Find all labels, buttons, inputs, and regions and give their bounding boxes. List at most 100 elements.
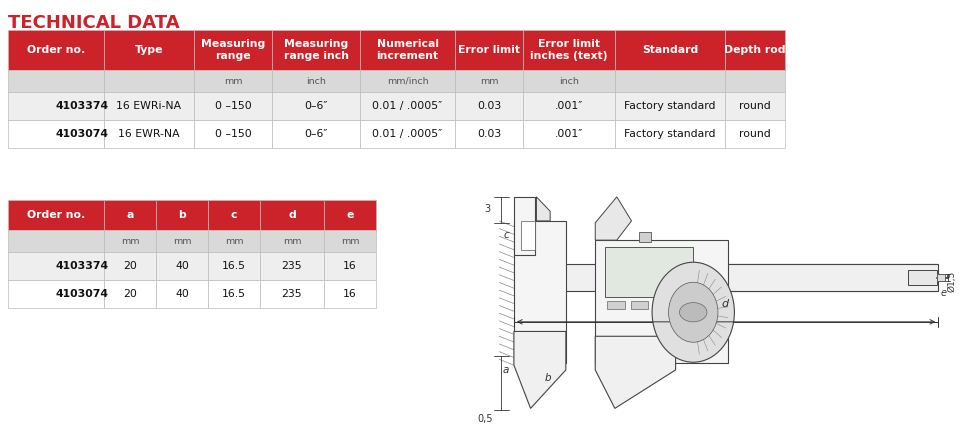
Bar [324, 200, 376, 230]
Bar [455, 120, 523, 148]
Bar [615, 70, 725, 92]
Bar [194, 92, 272, 120]
Text: 4103374: 4103374 [56, 101, 109, 111]
Text: 0–6″: 0–6″ [305, 129, 328, 139]
Bar [514, 221, 566, 363]
Bar [725, 120, 785, 148]
Bar [8, 280, 104, 308]
Bar [615, 30, 725, 70]
Bar [514, 264, 938, 291]
Ellipse shape [668, 282, 718, 342]
Text: mm: mm [480, 76, 498, 86]
Bar [455, 30, 523, 70]
Bar [104, 30, 194, 70]
Bar [104, 120, 194, 148]
Bar [272, 92, 360, 120]
Text: 3: 3 [485, 204, 490, 214]
Bar [104, 252, 156, 280]
Bar [260, 200, 324, 230]
Text: mm: mm [341, 236, 359, 245]
Bar [208, 230, 260, 252]
Bar [455, 92, 523, 120]
Bar [615, 120, 725, 148]
Bar [156, 280, 208, 308]
Bar [8, 70, 104, 92]
Bar [260, 230, 324, 252]
Bar [324, 252, 376, 280]
Bar [194, 70, 272, 92]
Bar [208, 280, 260, 308]
Text: 16.5: 16.5 [222, 261, 246, 271]
Bar [104, 200, 156, 230]
Bar [260, 252, 324, 280]
Bar [324, 230, 376, 252]
Bar [725, 30, 785, 70]
Text: 4103074: 4103074 [56, 129, 109, 139]
Text: mm: mm [283, 236, 302, 245]
Bar [360, 120, 455, 148]
Bar [8, 230, 104, 252]
Text: mm: mm [225, 236, 243, 245]
Bar [8, 200, 104, 230]
Text: a: a [503, 365, 509, 375]
Text: 0,5: 0,5 [478, 414, 493, 424]
Bar [360, 92, 455, 120]
Bar [521, 221, 535, 250]
Text: b: b [545, 373, 552, 383]
Text: c: c [231, 210, 237, 220]
Text: inch: inch [559, 76, 579, 86]
Bar [156, 230, 208, 252]
Text: inch: inch [306, 76, 326, 86]
Bar [104, 70, 194, 92]
Text: c: c [503, 230, 509, 240]
Bar [605, 247, 693, 297]
Text: d: d [721, 299, 728, 309]
Text: Order no.: Order no. [27, 45, 85, 55]
Bar [104, 230, 156, 252]
Text: e: e [940, 288, 946, 298]
Ellipse shape [652, 262, 735, 362]
Bar [725, 70, 785, 92]
Bar [260, 280, 324, 308]
Text: mm: mm [121, 236, 139, 245]
Text: TECHNICAL DATA: TECHNICAL DATA [8, 14, 180, 32]
Text: 16.5: 16.5 [222, 289, 246, 299]
Bar [360, 30, 455, 70]
Bar [631, 301, 648, 309]
Text: Depth rod: Depth rod [724, 45, 786, 55]
Bar [324, 280, 376, 308]
Text: Order no.: Order no. [27, 210, 85, 220]
Text: 0 –150: 0 –150 [215, 129, 251, 139]
Text: 0.01 / .0005″: 0.01 / .0005″ [373, 129, 443, 139]
Text: 16 EWR-NA: 16 EWR-NA [118, 129, 180, 139]
Text: a: a [126, 210, 133, 220]
Bar [8, 30, 104, 70]
Text: mm/inch: mm/inch [386, 76, 428, 86]
Text: 0.03: 0.03 [477, 101, 501, 111]
Text: 0.01 / .0005″: 0.01 / .0005″ [373, 101, 443, 111]
Text: mm: mm [224, 76, 242, 86]
Bar [272, 120, 360, 148]
Bar [908, 270, 937, 285]
Bar [104, 92, 194, 120]
Text: .001″: .001″ [555, 101, 583, 111]
Text: 16: 16 [343, 261, 357, 271]
Bar [156, 200, 208, 230]
Bar [615, 92, 725, 120]
Bar [607, 301, 625, 309]
Text: Standard: Standard [642, 45, 698, 55]
Bar [8, 252, 104, 280]
Text: e: e [346, 210, 354, 220]
Polygon shape [595, 197, 631, 240]
Bar [727, 264, 937, 291]
Polygon shape [514, 331, 566, 408]
Text: 40: 40 [175, 261, 189, 271]
Bar [208, 252, 260, 280]
Text: 4103074: 4103074 [56, 289, 109, 299]
Bar [194, 30, 272, 70]
Text: Factory standard: Factory standard [625, 129, 716, 139]
Text: Error limit
inches (text): Error limit inches (text) [530, 39, 608, 61]
Text: 16 EWRi-NA: 16 EWRi-NA [117, 101, 182, 111]
Bar [595, 240, 728, 363]
Bar [360, 70, 455, 92]
